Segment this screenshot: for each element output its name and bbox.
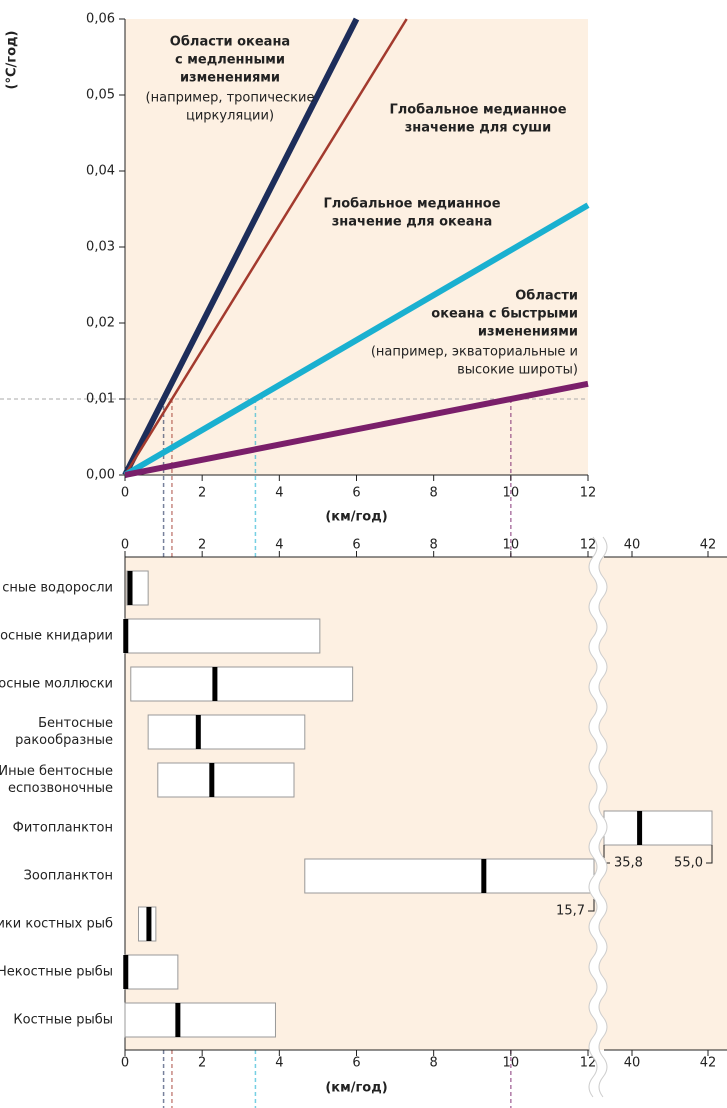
y-tick-label: 0,02 <box>86 316 115 331</box>
median <box>127 571 133 605</box>
y-axis-label: (°C/год) <box>5 31 20 90</box>
range-box <box>124 618 321 654</box>
series-note: циркуляции) <box>186 109 274 124</box>
value-label: 15,7 <box>556 904 585 919</box>
series-label: Глобальное медианное <box>323 197 500 212</box>
series-note: высокие широты) <box>457 363 578 378</box>
series-label: с медленными <box>175 53 285 68</box>
category-label: ики костных рыб <box>0 917 113 932</box>
value-label: 55,0 <box>674 856 703 871</box>
median <box>146 907 152 941</box>
y-tick-label: 0,06 <box>86 12 115 27</box>
x-tick-label: 8 <box>430 486 438 501</box>
value-label: 35,8 <box>614 856 643 871</box>
y-tick-label: 0,04 <box>86 164 115 179</box>
x-tick-label: 4 <box>275 1056 283 1071</box>
category-label: сные водоросли <box>2 581 113 596</box>
range-box <box>124 954 179 990</box>
category-label: Костные рыбы <box>13 1013 113 1028</box>
x-tick-label: 10 <box>503 538 520 553</box>
range-box <box>130 666 354 702</box>
x-tick-label: 4 <box>275 486 283 501</box>
category-label: осные моллюски <box>0 677 113 692</box>
y-tick-label: 0,01 <box>86 392 115 407</box>
x-tick-label: 2 <box>198 1056 206 1071</box>
series-label: океана с быстрыми <box>431 307 578 322</box>
range-box <box>603 810 713 846</box>
category-label: Фитопланктон <box>13 821 113 836</box>
x-tick-label: 42 <box>700 1056 717 1071</box>
median <box>195 715 201 749</box>
range-box <box>147 714 306 750</box>
x-tick-label: 10 <box>503 1056 520 1071</box>
category-label: Бентосные <box>38 716 113 731</box>
series-label: изменениями <box>180 71 280 86</box>
category-label: ракообразные <box>15 733 113 748</box>
line <box>123 18 408 476</box>
x-tick-label: 12 <box>580 486 597 501</box>
x-tick-label: 0 <box>121 1056 129 1071</box>
median <box>123 955 129 989</box>
range-box <box>124 1002 276 1038</box>
series-label: Области <box>515 289 578 304</box>
median <box>175 1003 181 1037</box>
x-axis-label: (км/год) <box>325 1081 387 1096</box>
x-tick-label: 12 <box>580 538 597 553</box>
y-tick-label: 0,03 <box>86 240 115 255</box>
x-tick-label: 0 <box>121 486 129 501</box>
line <box>123 202 590 478</box>
y-tick-label: 0,00 <box>86 468 115 483</box>
x-tick-label: 6 <box>352 1056 360 1071</box>
median <box>637 811 643 845</box>
line <box>124 380 589 478</box>
series-label: изменениями <box>478 325 578 340</box>
median <box>481 859 487 893</box>
x-tick-label: 10 <box>503 486 520 501</box>
series-note: (например, тропические <box>146 91 315 106</box>
axis-break <box>598 536 608 1098</box>
line <box>122 17 360 477</box>
range-box <box>304 858 595 894</box>
x-tick-label: 6 <box>352 486 360 501</box>
x-tick-label: 40 <box>624 1056 641 1071</box>
x-tick-label: 40 <box>624 538 641 553</box>
x-tick-label: 2 <box>198 486 206 501</box>
category-label: Некостные рыбы <box>0 965 113 980</box>
x-tick-label: 8 <box>430 1056 438 1071</box>
x-tick-label: 6 <box>352 538 360 553</box>
x-tick-label: 42 <box>700 538 717 553</box>
whisker <box>706 845 713 864</box>
category-label: Зоопланктон <box>24 869 113 884</box>
series-label: Глобальное медианное <box>389 103 566 118</box>
axis-break <box>589 534 607 1100</box>
series-label: Области океана <box>170 35 290 50</box>
x-axis-label: (км/год) <box>325 510 387 525</box>
series-note: (например, экваториальные и <box>371 345 578 360</box>
x-tick-label: 12 <box>580 1056 597 1071</box>
x-tick-label: 8 <box>430 538 438 553</box>
series-label: значение для суши <box>405 121 551 136</box>
x-tick-label: 2 <box>198 538 206 553</box>
range-box <box>157 762 295 798</box>
x-tick-label: 0 <box>121 538 129 553</box>
median <box>212 667 218 701</box>
median <box>209 763 215 797</box>
category-label: осные книдарии <box>0 629 113 644</box>
x-tick-label: 4 <box>275 538 283 553</box>
category-label: Иные бентосные <box>0 764 113 779</box>
y-tick-label: 0,05 <box>86 88 115 103</box>
series-label: значение для океана <box>332 215 492 230</box>
axis-break <box>588 536 598 1098</box>
category-label: еспозвоночные <box>8 781 113 796</box>
median <box>123 619 129 653</box>
